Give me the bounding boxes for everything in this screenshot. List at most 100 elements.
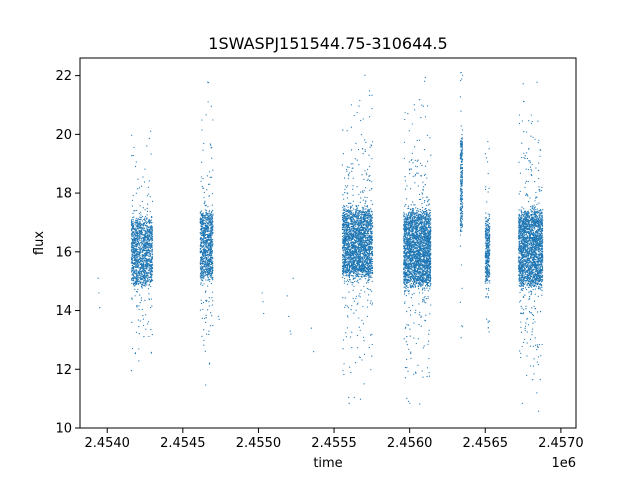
data-point: [150, 269, 153, 271]
data-point: [355, 246, 357, 249]
data-point: [139, 220, 141, 223]
data-point: [359, 248, 361, 250]
data-point: [368, 212, 370, 214]
data-point: [209, 212, 211, 215]
data-point: [357, 347, 359, 349]
data-point: [362, 211, 364, 214]
data-point: [350, 260, 352, 262]
data-point: [130, 237, 133, 239]
data-point: [366, 196, 368, 199]
data-point: [148, 248, 150, 250]
data-point: [342, 222, 344, 225]
data-point: [208, 239, 210, 242]
data-point: [199, 261, 202, 263]
data-point: [203, 277, 205, 280]
data-point: [345, 217, 347, 219]
data-point: [142, 215, 144, 218]
data-point: [362, 259, 364, 261]
data-point: [141, 282, 144, 284]
data-point: [344, 208, 346, 210]
data-point: [368, 175, 370, 177]
data-point: [362, 207, 365, 209]
data-point: [348, 251, 351, 253]
data-point: [211, 291, 214, 293]
data-point: [200, 237, 203, 239]
data-point: [131, 232, 134, 234]
data-point: [351, 275, 353, 277]
data-point: [150, 242, 152, 245]
data-point: [210, 249, 212, 251]
data-point: [370, 210, 372, 212]
data-point: [211, 267, 213, 269]
data-point: [136, 266, 139, 268]
data-point: [135, 331, 138, 333]
data-point: [137, 220, 139, 222]
data-point: [368, 259, 370, 261]
data-point: [363, 227, 365, 229]
data-point: [145, 249, 148, 251]
data-point: [356, 238, 358, 240]
data-point: [350, 230, 352, 232]
data-point: [208, 233, 210, 235]
data-point: [207, 250, 209, 252]
data-point: [202, 149, 204, 151]
data-point: [148, 219, 150, 221]
data-point: [137, 281, 140, 283]
data-point: [350, 256, 352, 258]
data-point: [201, 161, 203, 163]
data-point: [350, 219, 353, 221]
data-point: [367, 241, 369, 243]
data-point: [140, 244, 143, 246]
data-point: [368, 276, 370, 279]
data-point: [203, 273, 205, 275]
data-point: [369, 94, 371, 97]
data-point: [347, 223, 350, 225]
data-point: [208, 183, 211, 185]
data-point: [352, 289, 354, 291]
data-point: [148, 137, 150, 140]
data-point: [343, 264, 345, 266]
data-point: [141, 231, 143, 234]
data-point: [135, 250, 137, 252]
data-point: [201, 226, 204, 228]
data-point: [211, 209, 214, 211]
data-point: [139, 256, 141, 258]
data-point: [206, 299, 208, 301]
data-point: [344, 232, 346, 234]
data-point: [351, 217, 354, 219]
data-point: [348, 396, 350, 398]
data-points: [97, 72, 544, 412]
data-point: [146, 226, 149, 228]
data-point: [365, 239, 367, 241]
data-point: [138, 251, 141, 254]
data-point: [205, 251, 208, 253]
data-point: [209, 221, 211, 223]
data-point: [149, 220, 151, 222]
data-point: [349, 252, 352, 254]
data-point: [365, 267, 367, 269]
data-point: [133, 270, 135, 272]
data-point: [356, 241, 358, 243]
data-point: [358, 356, 361, 358]
data-point: [140, 229, 143, 231]
data-point: [201, 242, 203, 244]
data-point: [135, 192, 137, 194]
data-point: [211, 218, 213, 220]
data-point: [199, 266, 202, 268]
data-point: [366, 287, 368, 290]
data-point: [142, 227, 144, 230]
data-point: [344, 256, 346, 258]
data-point: [354, 246, 356, 248]
data-point: [146, 235, 148, 237]
data-point: [348, 243, 350, 245]
data-point: [351, 206, 353, 208]
data-point: [145, 253, 148, 255]
data-point: [148, 263, 150, 265]
data-point: [355, 234, 357, 236]
data-point: [144, 282, 146, 285]
data-point: [211, 157, 213, 159]
data-point: [366, 306, 368, 308]
data-point: [149, 281, 151, 283]
data-point: [360, 236, 362, 238]
data-point: [371, 203, 374, 205]
